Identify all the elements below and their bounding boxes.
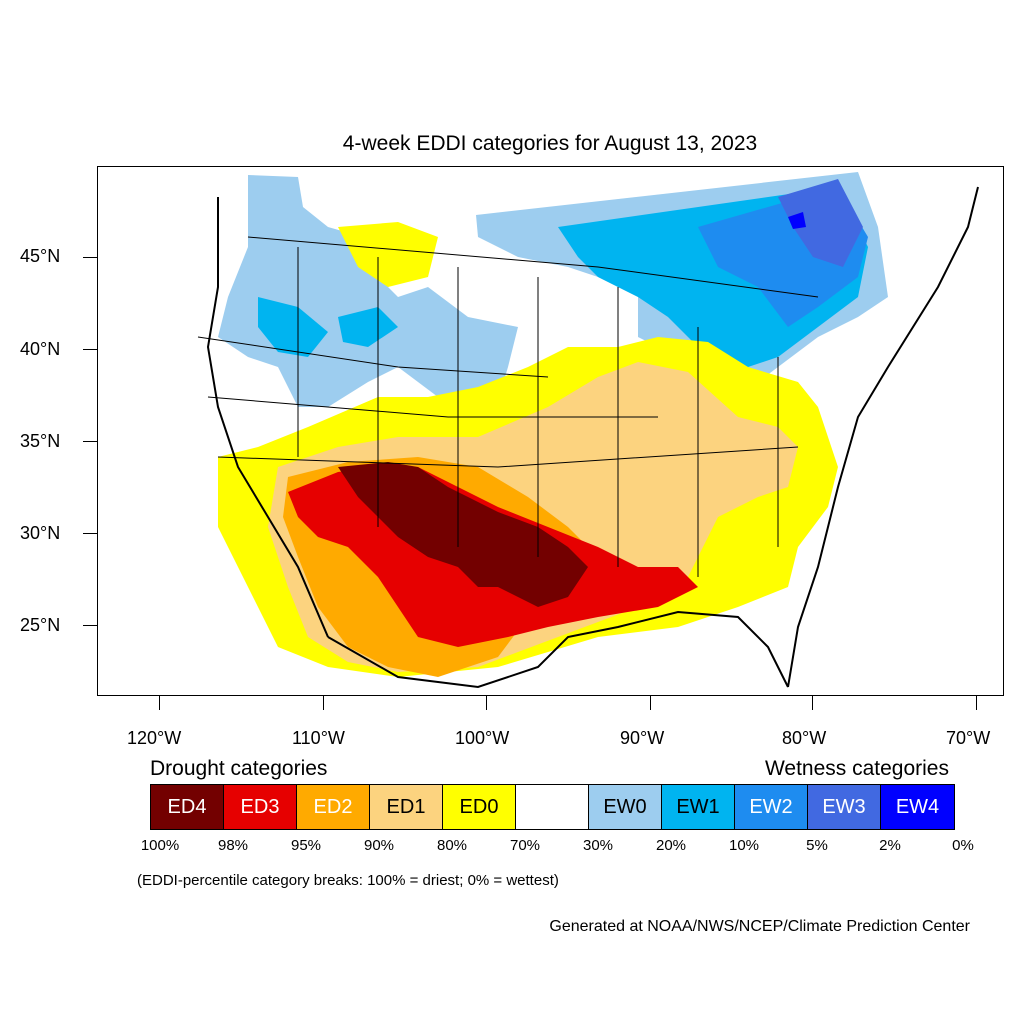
lon-tick bbox=[486, 696, 487, 710]
legend-break-label: 2% bbox=[879, 837, 901, 854]
dry-region-ed4 bbox=[338, 462, 588, 607]
legend-colorbar: ED4 ED3 ED2 ED1 ED0 EW0 EW1 EW2 EW3 EW4 bbox=[150, 784, 955, 830]
legend-box-ed0: ED0 bbox=[443, 785, 516, 829]
legend-box-ew3: EW3 bbox=[808, 785, 881, 829]
legend-break-label: 98% bbox=[217, 837, 249, 854]
lat-label-35: 35°N bbox=[20, 431, 61, 451]
legend-box-ew2: EW2 bbox=[735, 785, 808, 829]
legend-break-label: 100% bbox=[140, 837, 180, 854]
legend-box-ew1: EW1 bbox=[662, 785, 735, 829]
lat-tick bbox=[83, 533, 97, 534]
lon-tick bbox=[650, 696, 651, 710]
lat-tick bbox=[83, 257, 97, 258]
legend-break-label: 80% bbox=[436, 837, 468, 854]
lon-label-70w: 70°W bbox=[946, 728, 991, 748]
lat-label-40: 40°N bbox=[20, 339, 61, 359]
lon-label-90w: 90°W bbox=[620, 728, 665, 748]
lon-tick bbox=[976, 696, 977, 710]
legend-box-ew0: EW0 bbox=[589, 785, 662, 829]
legend-break-label: 5% bbox=[806, 837, 828, 854]
lon-tick bbox=[323, 696, 324, 710]
legend-break-label: 0% bbox=[952, 837, 974, 854]
legend-box-ew4: EW4 bbox=[881, 785, 954, 829]
lon-label-120w: 120°W bbox=[127, 728, 182, 748]
legend-box-ed3: ED3 bbox=[224, 785, 297, 829]
lat-label-25: 25°N bbox=[20, 615, 61, 635]
lon-tick bbox=[812, 696, 813, 710]
lat-tick bbox=[83, 625, 97, 626]
wetness-categories-heading: Wetness categories bbox=[764, 757, 949, 780]
eddi-map-canvas bbox=[197, 172, 979, 689]
lon-label-100w: 100°W bbox=[455, 728, 510, 748]
boundary-lines bbox=[197, 236, 819, 577]
drought-categories-heading: Drought categories bbox=[150, 757, 328, 780]
legend-break-label: 95% bbox=[290, 837, 322, 854]
legend-box-ed2: ED2 bbox=[297, 785, 370, 829]
lat-tick bbox=[83, 441, 97, 442]
legend-break-label: 90% bbox=[363, 837, 395, 854]
lat-tick bbox=[83, 349, 97, 350]
map-title: 4-week EDDI categories for August 13, 20… bbox=[342, 132, 758, 155]
wet-region-northeast-ew3 bbox=[778, 179, 863, 267]
legend-break-label: 20% bbox=[655, 837, 687, 854]
legend-break-label: 70% bbox=[509, 837, 541, 854]
legend-box-ed1: ED1 bbox=[370, 785, 443, 829]
eddi-map bbox=[97, 166, 1004, 696]
lat-label-30: 30°N bbox=[20, 523, 61, 543]
credit-line: Generated at NOAA/NWS/NCEP/Climate Predi… bbox=[549, 918, 970, 935]
legend-box-neutral bbox=[516, 785, 589, 829]
lon-tick bbox=[159, 696, 160, 710]
legend-break-label: 30% bbox=[582, 837, 614, 854]
legend-note: (EDDI-percentile category breaks: 100% =… bbox=[137, 872, 559, 889]
lat-label-45: 45°N bbox=[20, 246, 61, 266]
lon-label-110w: 110°W bbox=[292, 728, 345, 748]
legend-box-ed4: ED4 bbox=[151, 785, 224, 829]
dry-region-ed0-north bbox=[338, 222, 438, 287]
wet-region-northeast-ew4 bbox=[788, 212, 806, 229]
lon-label-80w: 80°W bbox=[782, 728, 827, 748]
legend-break-label: 10% bbox=[728, 837, 760, 854]
coastline bbox=[206, 186, 979, 689]
wet-region-northwest-ew1 bbox=[258, 297, 398, 357]
wet-region-northwest bbox=[218, 175, 518, 417]
